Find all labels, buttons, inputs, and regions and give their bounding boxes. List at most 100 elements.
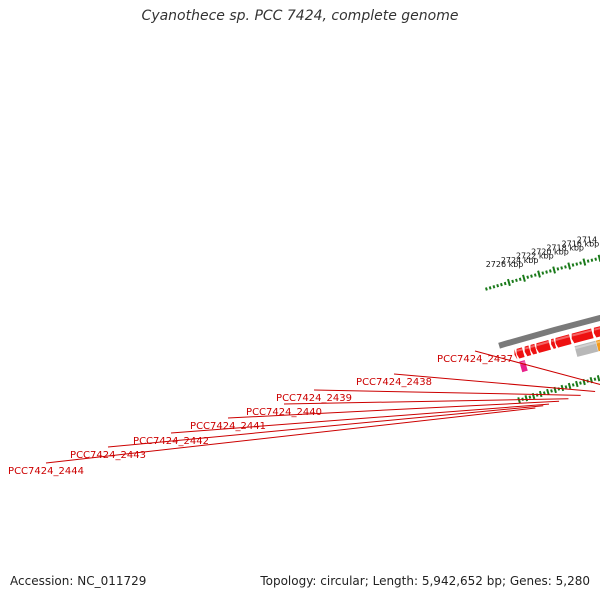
genome-backbone (498, 314, 600, 349)
inner-tick (546, 388, 550, 396)
topology-value: circular (320, 574, 365, 588)
topology-label: Topology: (260, 574, 317, 588)
callout-line (45, 407, 536, 464)
gene-arrow-highlight (516, 348, 523, 352)
callout-line (227, 400, 560, 419)
outer-tick (488, 286, 492, 290)
inner-tick (542, 391, 546, 395)
gene-arrow (516, 347, 525, 359)
genome-summary: Topology: circular; Length: 5,942,652 bp… (260, 574, 590, 588)
outer-tick (541, 271, 545, 275)
inner-tick (564, 385, 568, 389)
inner-tick (593, 377, 597, 381)
gene-arrow (571, 328, 594, 344)
callout-line (107, 405, 544, 448)
outer-tick (545, 270, 548, 274)
callout-line (393, 373, 596, 393)
gene-arrow-highlight (594, 327, 600, 331)
gene-arrow (530, 343, 538, 355)
gene-arrow (524, 345, 532, 357)
inner-tick (517, 397, 521, 404)
inner-tick (571, 383, 575, 387)
accession-value: NC_011729 (77, 574, 147, 588)
inner-tick (575, 380, 579, 388)
map-title: Cyanothece sp. PCC 7424, complete genome (141, 8, 459, 24)
outer-tick (597, 254, 600, 262)
outer-tick (500, 282, 503, 287)
outer-tick (564, 265, 567, 269)
outer-tick (571, 263, 575, 267)
outer-tick (552, 266, 556, 274)
outer-tick (503, 281, 507, 286)
backbone-arc (498, 314, 600, 349)
outer-tick (586, 259, 590, 263)
inner-tick (560, 384, 565, 392)
inner-tick (524, 395, 529, 402)
callout-line (313, 389, 581, 396)
callout-line (170, 403, 550, 434)
scale-label: 2722 kbp (516, 252, 554, 261)
genes-value: 5,280 (555, 574, 590, 588)
scale-label: 2726 kbp (486, 260, 524, 269)
gene-arrow (514, 349, 518, 360)
gene-arrow-highlight (555, 335, 570, 341)
inner-tick (528, 395, 532, 399)
gene-label[interactable]: PCC7424_2443 (70, 450, 146, 461)
gene-arrow-highlight (536, 340, 550, 347)
outer-tick (582, 258, 587, 266)
outer-tick (518, 277, 522, 281)
outer-tick (533, 273, 537, 277)
inner-tick (567, 382, 572, 390)
outer-tick (522, 274, 526, 282)
genes-label: Genes: (509, 574, 552, 588)
inner-tick-marks (517, 375, 600, 404)
scale-label: 2724 kbp (501, 256, 539, 265)
outer-tick (496, 283, 500, 288)
gene-label[interactable]: PCC7424_2437 (437, 354, 513, 365)
gene-arrow (551, 338, 557, 349)
scale-label: 2720 kbp (531, 248, 569, 257)
inner-tick (550, 389, 553, 393)
gene-arrow-highlight (572, 329, 592, 337)
inner-tick (579, 381, 582, 385)
feature-track (514, 326, 600, 373)
gray-feature-highlight (574, 341, 597, 350)
outer-tick (575, 262, 579, 266)
gene-arrow-highlight (551, 339, 555, 343)
inner-tick (596, 375, 600, 382)
outer-tick (515, 278, 518, 283)
callout-line (283, 398, 569, 405)
outer-tick (548, 269, 552, 273)
accession-info: Accession: NC_011729 (10, 574, 146, 588)
gene-label[interactable]: PCC7424_2438 (356, 377, 432, 388)
length-label: Length: (372, 574, 419, 588)
gene-label[interactable]: PCC7424_2440 (246, 407, 322, 418)
scale-label: 2714 kbp (577, 236, 600, 245)
outer-tick (530, 274, 533, 278)
outer-tick (590, 258, 594, 262)
accession-label: Accession: (10, 574, 74, 588)
callout-line (474, 350, 600, 385)
outer-tick (567, 262, 572, 270)
orange-feature-highlight (596, 340, 600, 344)
gene-arrow (555, 334, 572, 348)
pink-feature-highlight (519, 361, 526, 365)
orange-feature (595, 339, 600, 352)
gray-feature (574, 340, 599, 357)
outer-tick (579, 261, 582, 265)
gene-label[interactable]: PCC7424_2441 (190, 421, 266, 432)
outer-tick (492, 285, 496, 289)
gene-label[interactable]: PCC7424_2444 (8, 466, 84, 477)
gene-arrow (593, 326, 600, 338)
outer-tick (556, 267, 560, 271)
outer-tick (507, 278, 511, 287)
length-value: 5,942,652 bp (421, 574, 502, 588)
outer-tick (537, 270, 541, 278)
gene-callouts: PCC7424_2437 PCC7424_2438 PCC7424_2439 PCC7… (8, 350, 600, 477)
inner-tick (538, 390, 543, 398)
outer-tick (526, 275, 530, 279)
gene-label[interactable]: PCC7424_2439 (276, 393, 352, 404)
scale-label: 2716 kbp (562, 240, 600, 249)
